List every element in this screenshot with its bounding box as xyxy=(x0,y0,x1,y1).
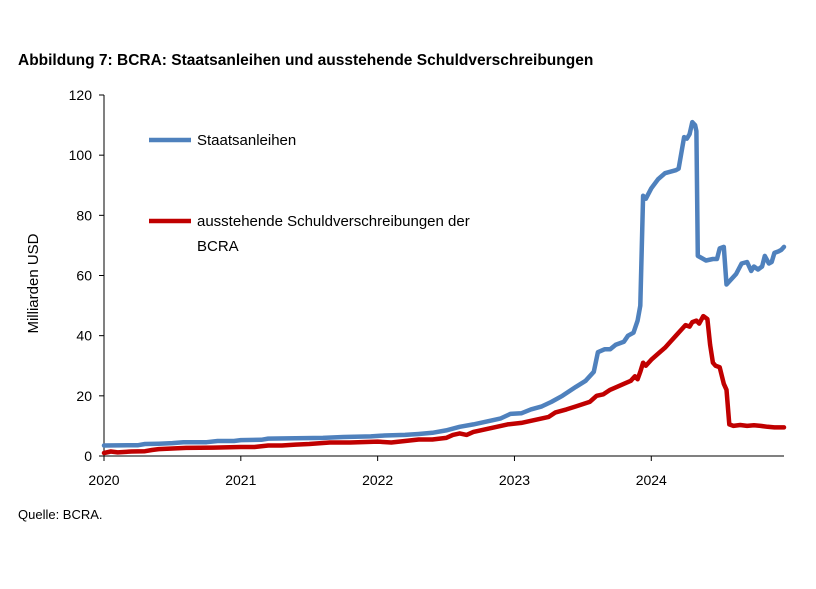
y-tick-label: 80 xyxy=(76,207,92,223)
legend: Staatsanleihen ausstehende Schuldverschre… xyxy=(149,132,470,255)
series-lines xyxy=(101,119,787,456)
legend-label-0: Staatsanleihen xyxy=(197,132,296,149)
y-tick-label: 100 xyxy=(69,147,93,163)
x-tick-label: 2021 xyxy=(225,472,256,488)
legend-label-1: ausstehende Schuldverschreibungen der xyxy=(197,213,470,230)
y-tick-label: 40 xyxy=(76,328,92,344)
legend-label-1: BCRA xyxy=(197,238,239,255)
y-axis: 0 20 40 60 80 100 120 xyxy=(69,87,105,464)
y-tick-label: 0 xyxy=(84,448,92,464)
series-line-0 xyxy=(101,119,787,448)
y-tick-label: 60 xyxy=(76,268,92,284)
y-tick-label: 120 xyxy=(69,87,93,103)
chart-title: Abbildung 7: BCRA: Staatsanleihen und au… xyxy=(18,52,594,69)
y-axis-label: Milliarden USD xyxy=(25,233,42,333)
x-tick-label: 2023 xyxy=(499,472,530,488)
x-axis: 2020 2021 2022 2023 2024 xyxy=(88,455,784,488)
source-note: Quelle: BCRA. xyxy=(18,507,103,522)
y-tick-label: 20 xyxy=(76,388,92,404)
x-tick-label: 2024 xyxy=(636,472,667,488)
x-tick-label: 2022 xyxy=(362,472,393,488)
x-tick-label: 2020 xyxy=(88,472,119,488)
series-line-1 xyxy=(101,313,787,456)
